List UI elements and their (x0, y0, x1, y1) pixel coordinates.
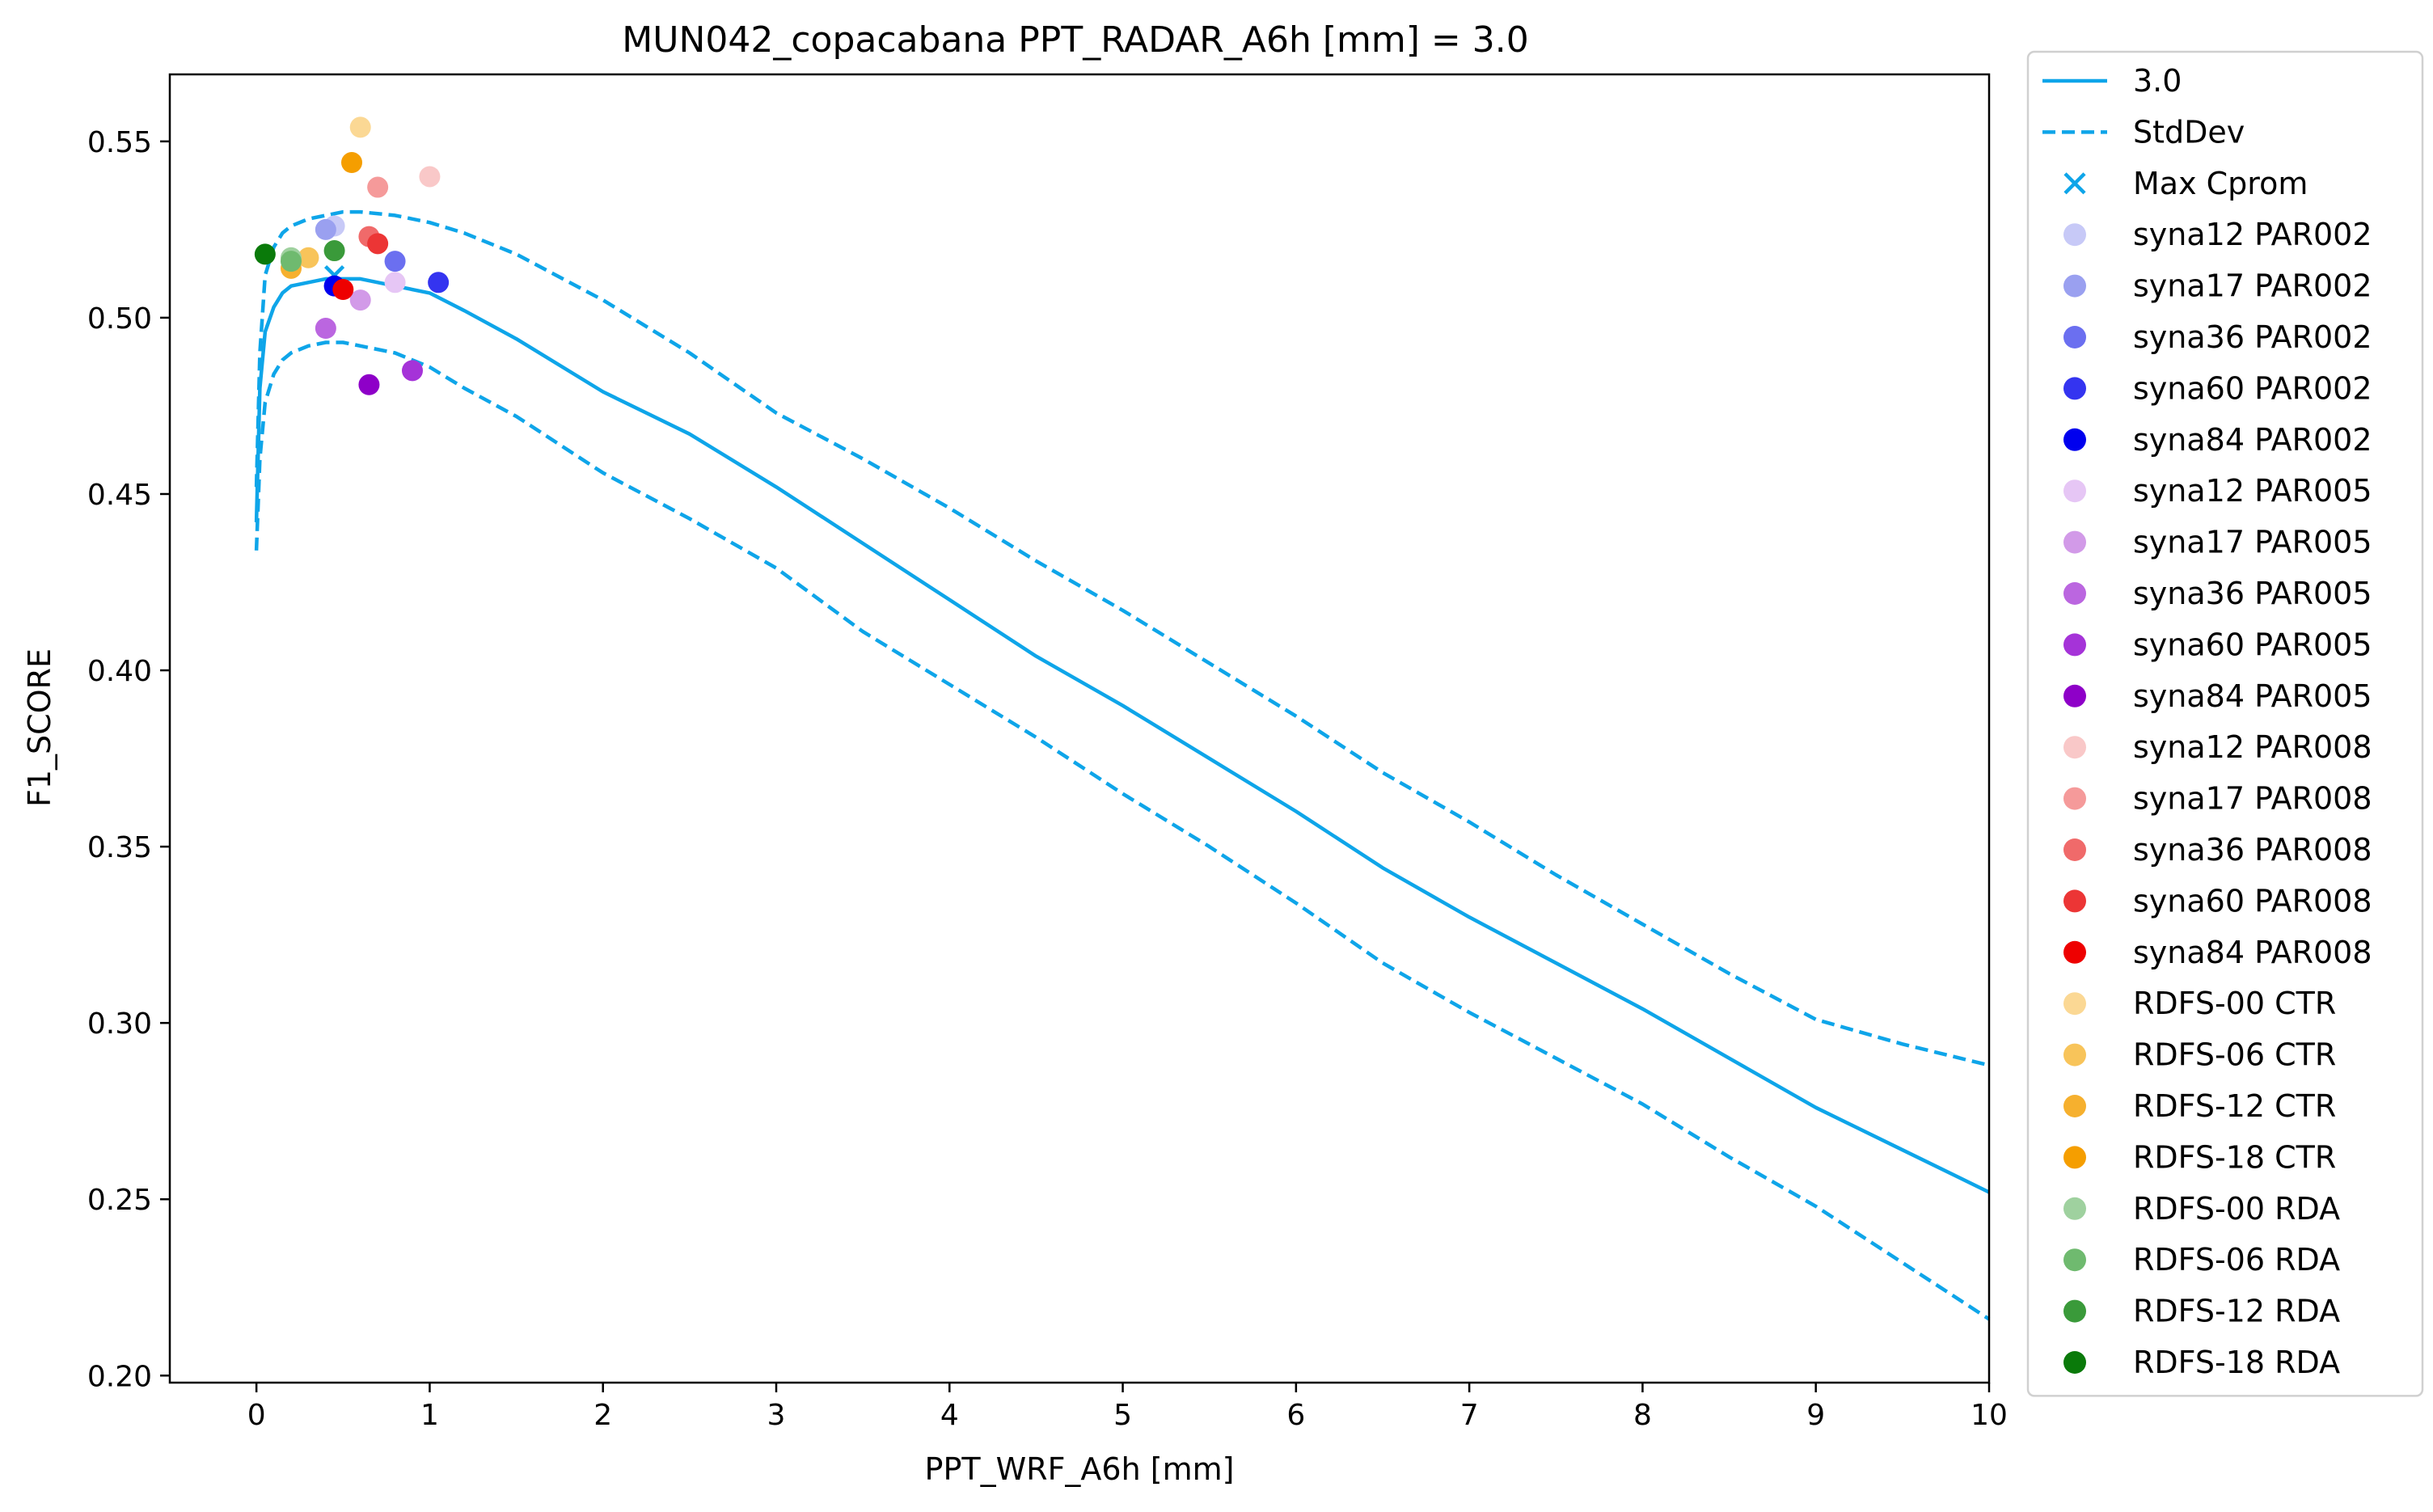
x-tick-label-5: 5 (1113, 1399, 1132, 1432)
legend-swatch-4 (2063, 274, 2086, 298)
legend-label-24: RDFS-12 RDA (2133, 1294, 2340, 1329)
legend: 3.0 StdDev Max Cprom syna12 PAR002 syna17 PA… (2026, 50, 2424, 1397)
x-tick-label-1: 1 (420, 1399, 439, 1432)
legend-box (2026, 50, 2424, 1397)
y-tick-label-0: 0.20 (87, 1360, 152, 1393)
scatter-point-5 (384, 272, 406, 294)
scatter-point-7 (315, 318, 336, 340)
y-tick-label-2: 0.30 (87, 1007, 152, 1041)
plot-frame (168, 73, 1991, 1384)
legend-swatch-18 (2063, 992, 2086, 1016)
legend-swatch-20 (2063, 1095, 2086, 1117)
x-axis-title: PPT_WRF_A6h [mm] (925, 1451, 1235, 1487)
legend-label-13: syna12 PAR008 (2133, 729, 2372, 765)
legend-swatch-22 (2063, 1197, 2086, 1220)
series-line-2 (254, 340, 1991, 1321)
scatter-point-15 (349, 116, 371, 138)
legend-swatch-24 (2063, 1299, 2086, 1323)
legend-swatch-6 (2063, 377, 2086, 400)
scatter-point-13 (367, 233, 389, 255)
legend-label-17: syna84 PAR008 (2133, 935, 2372, 970)
legend-label-18: RDFS-00 CTR (2133, 986, 2336, 1021)
x-tick-label-6: 6 (1286, 1399, 1305, 1432)
legend-swatch-23 (2063, 1248, 2086, 1272)
legend-swatch-3 (2063, 223, 2086, 247)
legend-label-15: syna36 PAR008 (2133, 832, 2372, 868)
legend-swatch-8 (2063, 479, 2086, 503)
legend-swatch-25 (2063, 1351, 2086, 1374)
legend-label-22: RDFS-00 RDA (2133, 1191, 2340, 1227)
legend-swatch-21 (2063, 1146, 2086, 1169)
legend-label-14: syna17 PAR008 (2133, 781, 2372, 817)
legend-label-16: syna60 PAR008 (2133, 883, 2372, 919)
y-tick-label-3: 0.35 (87, 831, 152, 864)
x-tick-label-8: 8 (1633, 1399, 1652, 1432)
x-tick-label-3: 3 (767, 1399, 786, 1432)
axes: 0 1 2 3 4 5 6 7 8 9 10 0.20 0.25 0.30 0.35 0.40 0.45 0.50… (87, 126, 2008, 1432)
x-tick-label-10: 10 (1970, 1399, 2008, 1432)
legend-swatch-19 (2063, 1043, 2086, 1066)
scatter-point-6 (349, 289, 371, 311)
legend-label-2: Max Cprom (2133, 166, 2308, 201)
legend-swatch-16 (2063, 889, 2086, 913)
series-line-0 (254, 277, 1990, 1194)
y-tick-label-7: 0.55 (87, 126, 152, 159)
scatter-point-21 (323, 240, 345, 262)
legend-label-25: RDFS-18 RDA (2133, 1345, 2340, 1380)
legend-label-9: syna17 PAR005 (2133, 525, 2372, 560)
series-line-1 (254, 209, 1990, 1067)
y-axis-title: F1_SCORE (22, 648, 57, 807)
legend-swatch-10 (2063, 582, 2086, 605)
legend-label-21: RDFS-18 CTR (2133, 1139, 2336, 1175)
legend-label-0: 3.0 (2133, 63, 2182, 99)
legend-label-10: syna36 PAR005 (2133, 576, 2372, 611)
scatter-point-20 (281, 251, 302, 272)
legend-swatch-11 (2063, 633, 2086, 657)
legend-swatch-15 (2063, 838, 2086, 861)
legend-label-7: syna84 PAR002 (2133, 422, 2372, 458)
x-tick-label-0: 0 (247, 1399, 266, 1432)
legend-label-1: StdDev (2133, 114, 2245, 150)
legend-label-23: RDFS-06 RDA (2133, 1242, 2340, 1278)
legend-label-19: RDFS-06 CTR (2133, 1037, 2336, 1073)
scatter-point-16 (298, 247, 319, 268)
y-tick-label-5: 0.45 (87, 479, 152, 512)
scatter-point-1 (315, 218, 336, 240)
legend-label-12: syna84 PAR005 (2133, 678, 2372, 714)
scatter-point-18 (341, 152, 362, 174)
legend-label-11: syna60 PAR005 (2133, 627, 2372, 662)
legend-label-6: syna60 PAR002 (2133, 370, 2372, 406)
x-tick-label-2: 2 (593, 1399, 612, 1432)
y-tick-label-1: 0.25 (87, 1184, 152, 1217)
scatter-point-2 (384, 251, 406, 272)
scatter-point-22 (254, 243, 276, 265)
plot-area (254, 116, 1991, 1321)
scatter-point-3 (428, 272, 450, 294)
scatter-point-8 (402, 360, 423, 382)
chart-title: MUN042_copacabana PPT_RADAR_A6h [mm] = 3… (622, 19, 1528, 61)
legend-swatch-14 (2063, 787, 2086, 810)
legend-swatch-7 (2063, 428, 2086, 451)
legend-swatch-13 (2063, 736, 2086, 759)
legend-swatch-5 (2063, 326, 2086, 348)
legend-swatch-12 (2063, 684, 2086, 707)
scatter-point-9 (358, 374, 380, 395)
legend-label-5: syna36 PAR002 (2133, 319, 2372, 355)
legend-label-3: syna12 PAR002 (2133, 217, 2372, 252)
scatter-point-10 (419, 166, 441, 188)
legend-swatch-17 (2063, 940, 2086, 964)
y-tick-label-4: 0.40 (87, 655, 152, 688)
y-tick-label-6: 0.50 (87, 302, 152, 336)
x-tick-label-7: 7 (1460, 1399, 1479, 1432)
legend-swatch-2 (2063, 172, 2086, 195)
legend-label-4: syna17 PAR002 (2133, 268, 2372, 304)
legend-label-20: RDFS-12 CTR (2133, 1088, 2336, 1124)
x-tick-label-4: 4 (940, 1399, 959, 1432)
scatter-point-11 (367, 176, 389, 198)
legend-swatch-9 (2063, 530, 2086, 554)
x-tick-label-9: 9 (1806, 1399, 1825, 1432)
legend-label-8: syna12 PAR005 (2133, 473, 2372, 509)
scatter-point-14 (332, 279, 354, 301)
